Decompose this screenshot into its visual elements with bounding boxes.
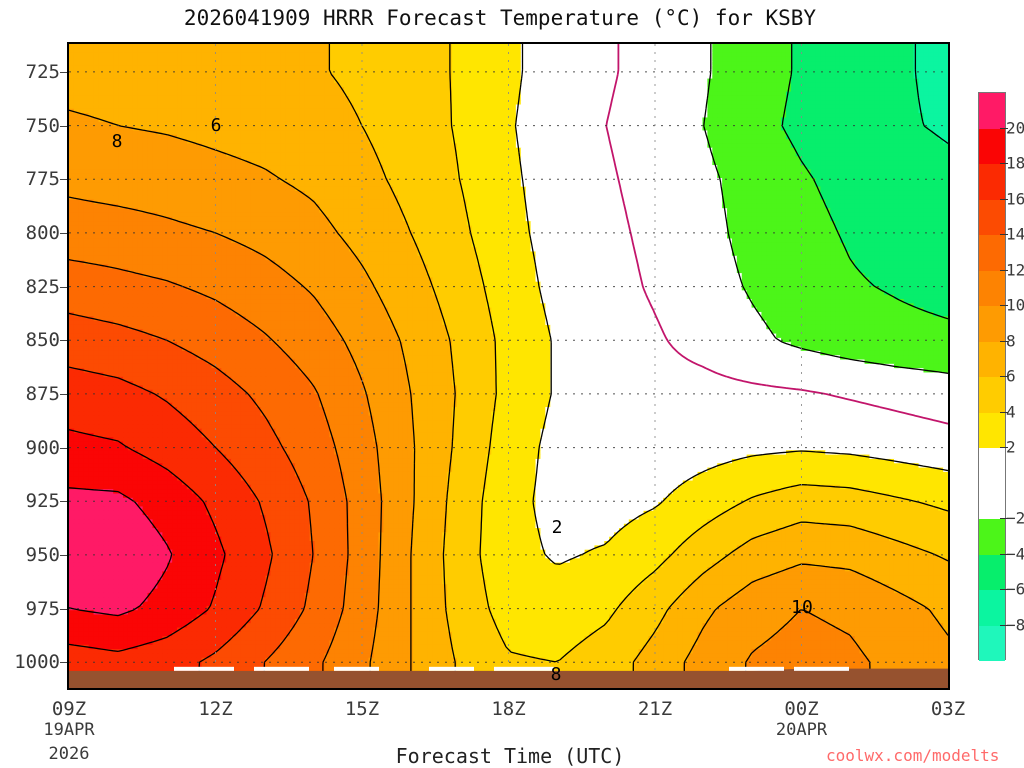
colorbar-tick-mark [1000, 625, 1008, 626]
colorbar-tick-mark [1000, 412, 1008, 413]
x-axis-tick-label: 12Z [198, 698, 232, 720]
contour-label: 8 [551, 664, 562, 685]
colorbar-tick-label: 12 [1006, 260, 1024, 279]
colorbar-band [979, 235, 1005, 271]
temperature-cross-section: 8 6 2 10 8 [69, 44, 948, 688]
plot-area[interactable]: 8 6 2 10 8 [67, 42, 950, 690]
colorbar-tick-label: −6 [1006, 580, 1024, 599]
colorbar-band [979, 590, 1005, 626]
colorbar-band [979, 555, 1005, 591]
chart-root: 2026041909 HRRR Forecast Temperature (°C… [0, 0, 1024, 768]
x-axis-tick-label: 03Z [931, 698, 965, 720]
colorbar-band [979, 164, 1005, 200]
colorbar-tick-label: 18 [1006, 154, 1024, 173]
colorbar-band [979, 519, 1005, 555]
colorbar-band [979, 413, 1005, 449]
contour-label: 8 [112, 131, 123, 152]
x-axis-year-label: 2026 [49, 744, 90, 764]
colorbar-band [979, 626, 1005, 662]
colorbar-tick-mark [1000, 163, 1008, 164]
x-axis-title: Forecast Time (UTC) [260, 744, 760, 768]
colorbar-tick-label: −8 [1006, 615, 1024, 634]
contour-label: 6 [211, 115, 222, 136]
colorbar-tick-mark [1000, 305, 1008, 306]
contour-label: 10 [791, 597, 813, 618]
colorbar-tick-mark [1000, 554, 1008, 555]
terrain-highlight [174, 667, 849, 671]
colorbar-tick-mark [1000, 341, 1008, 342]
x-axis-tick-label: 09Z [52, 698, 86, 720]
colorbar-tick-mark [1000, 199, 1008, 200]
colorbar-band [979, 93, 1005, 129]
colorbar-tick-label: −2 [1006, 509, 1024, 528]
colorbar-band [979, 306, 1005, 342]
colorbar-tick-label: 14 [1006, 225, 1024, 244]
colorbar-tick-mark [1000, 518, 1008, 519]
colorbar-tick-mark [1000, 589, 1008, 590]
colorbar-tick-mark [1000, 447, 1008, 448]
colorbar-band [979, 129, 1005, 165]
colorbar-band [979, 200, 1005, 236]
watermark: coolwx.com/modelts [826, 746, 999, 765]
x-axis-date-label: 19APR [43, 720, 94, 740]
colorbar-tick-mark [1000, 128, 1008, 129]
x-axis-tick-label: 00Z [784, 698, 818, 720]
colorbar-tick-label: 16 [1006, 189, 1024, 208]
x-axis-tick-label: 15Z [345, 698, 379, 720]
colorbar-band [979, 271, 1005, 307]
contour-label: 2 [552, 517, 563, 538]
colorbar-band [979, 342, 1005, 378]
colorbar-tick-mark [1000, 270, 1008, 271]
colorbar-tick-label: 10 [1006, 296, 1024, 315]
colorbar-tick-mark [1000, 234, 1008, 235]
colorbar-tick-mark [1000, 376, 1008, 377]
colorbar-band [979, 377, 1005, 413]
surface-terrain [69, 669, 948, 688]
colorbar-tick-label: −4 [1006, 544, 1024, 563]
colorbar-band [979, 448, 1005, 519]
x-axis-tick-label: 21Z [638, 698, 672, 720]
colorbar-tick-label: 20 [1006, 118, 1024, 137]
x-axis-date-label: 20APR [776, 720, 827, 740]
x-axis-tick-label: 18Z [491, 698, 525, 720]
